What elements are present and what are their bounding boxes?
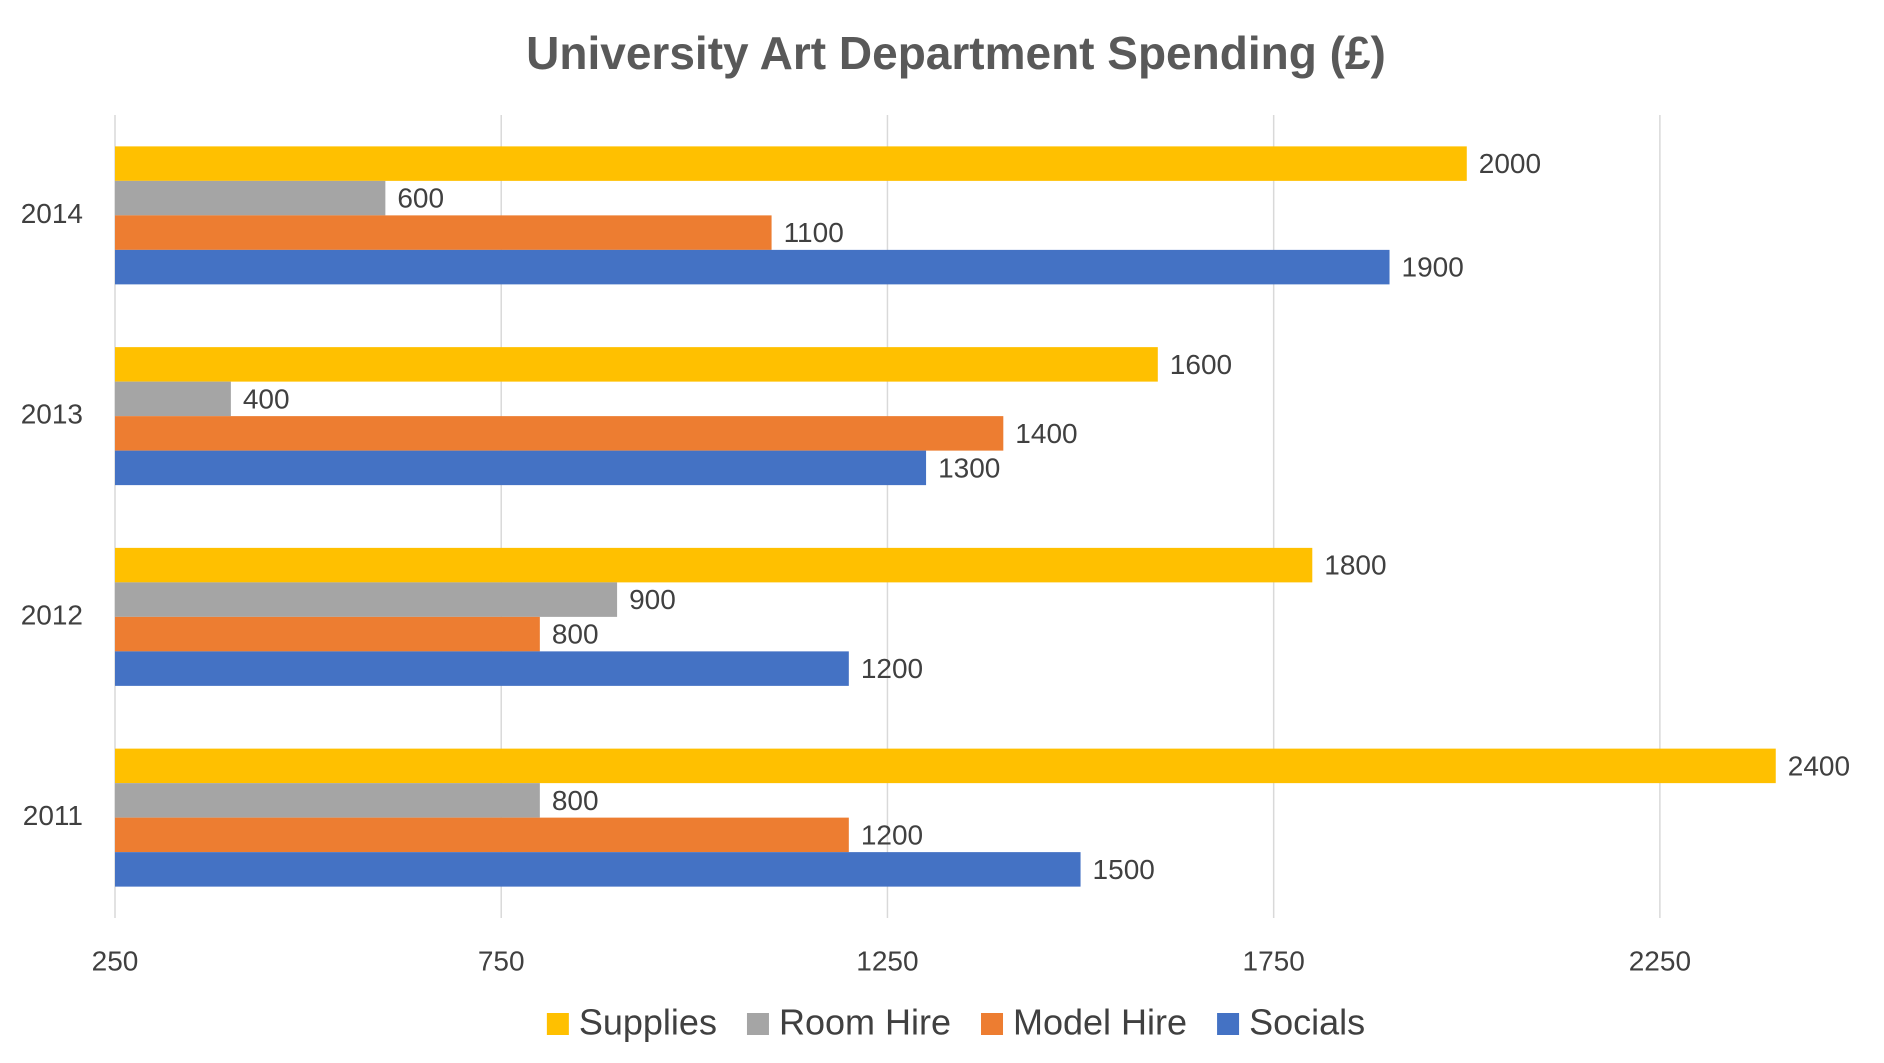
- x-tick-label: 1250: [856, 945, 918, 976]
- legend-label: Supplies: [579, 1002, 717, 1043]
- y-tick-label: 2012: [21, 599, 83, 630]
- data-label: 1400: [1015, 418, 1077, 449]
- bar: [115, 180, 386, 216]
- legend-label: Socials: [1249, 1002, 1365, 1043]
- bar: [115, 450, 927, 486]
- bar: [115, 616, 540, 652]
- data-label: 1200: [861, 653, 923, 684]
- legend-label: Model Hire: [1013, 1002, 1187, 1043]
- bar: [115, 249, 1390, 285]
- legend-swatch: [546, 1013, 569, 1035]
- bar: [115, 783, 540, 818]
- y-tick-label: 2014: [21, 198, 83, 229]
- legend-swatch: [981, 1013, 1004, 1035]
- legend-label: Room Hire: [779, 1002, 951, 1043]
- data-label: 1900: [1402, 252, 1464, 283]
- data-label: 1800: [1324, 550, 1386, 581]
- y-tick-label: 2013: [21, 399, 83, 430]
- data-label: 1600: [1170, 349, 1232, 380]
- data-label: 1100: [784, 217, 844, 248]
- bar: [115, 817, 849, 853]
- legend-swatch: [1217, 1013, 1240, 1035]
- bar: [115, 215, 772, 250]
- legend-swatch: [746, 1013, 769, 1035]
- bar: [115, 547, 1313, 583]
- data-label: 900: [629, 584, 676, 615]
- bar: [115, 852, 1081, 887]
- bar: [115, 748, 1776, 784]
- data-label: 800: [552, 619, 599, 650]
- x-tick-label: 2250: [1629, 945, 1691, 976]
- chart-title: University Art Department Spending (£): [526, 27, 1386, 79]
- bar: [115, 651, 849, 686]
- y-tick-label: 2011: [23, 800, 83, 831]
- bar: [115, 416, 1004, 451]
- data-label: 2400: [1788, 750, 1850, 781]
- x-tick-label: 1750: [1243, 945, 1305, 976]
- bar: [115, 146, 1467, 181]
- data-label: 1200: [861, 819, 923, 850]
- data-label: 600: [397, 183, 444, 214]
- x-tick-label: 250: [92, 945, 139, 976]
- bar: [115, 381, 231, 417]
- data-label: 1500: [1093, 854, 1155, 885]
- x-tick-label: 750: [478, 945, 525, 976]
- data-label: 400: [243, 383, 290, 414]
- data-label: 2000: [1479, 148, 1541, 179]
- bar: [115, 347, 1158, 382]
- data-label: 1300: [938, 452, 1000, 483]
- data-label: 800: [552, 785, 599, 816]
- bar: [115, 582, 618, 617]
